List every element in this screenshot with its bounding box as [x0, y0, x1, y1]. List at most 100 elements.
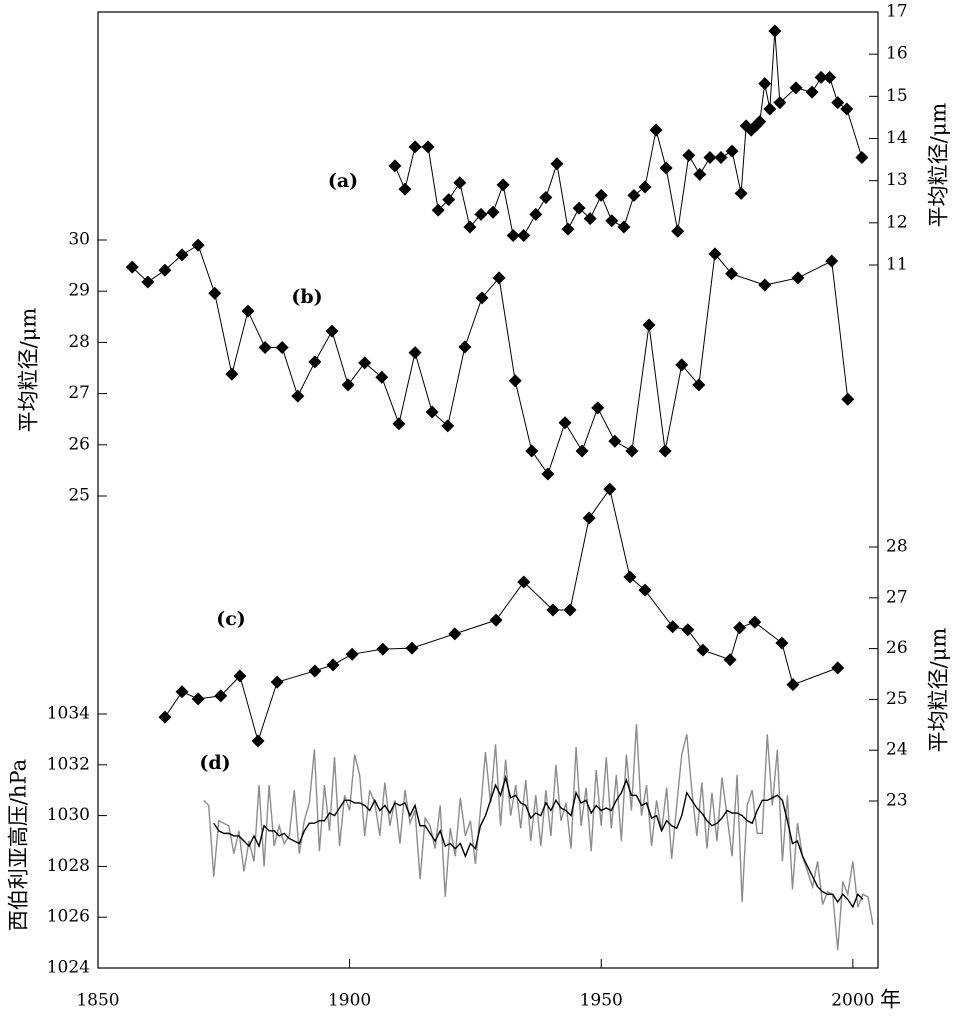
- marker: [725, 267, 739, 281]
- marker: [703, 150, 717, 164]
- y-tick-label: 26: [886, 638, 908, 658]
- marker: [425, 405, 439, 419]
- marker: [341, 378, 355, 392]
- panel-label: (c): [216, 608, 246, 630]
- marker: [214, 689, 228, 703]
- y-tick-label: 23: [886, 791, 908, 811]
- x-axis-label: 年: [880, 988, 901, 1012]
- marker: [508, 374, 522, 388]
- marker: [605, 214, 619, 228]
- marker: [421, 140, 435, 154]
- marker: [582, 511, 596, 525]
- marker: [486, 205, 500, 219]
- marker: [529, 207, 543, 221]
- marker: [831, 96, 845, 110]
- marker: [725, 144, 739, 158]
- y-tick-label: 1026: [47, 907, 90, 927]
- y-axis-label: 平均粒径/μm: [17, 308, 41, 433]
- marker: [539, 191, 553, 205]
- marker: [638, 583, 652, 597]
- marker: [575, 444, 589, 458]
- y-tick-label: 17: [886, 2, 908, 22]
- y-tick-label: 16: [886, 44, 908, 64]
- marker: [492, 271, 506, 285]
- series-line: [131, 244, 849, 476]
- marker: [723, 653, 737, 667]
- marker: [326, 658, 340, 672]
- marker: [408, 140, 422, 154]
- marker: [625, 444, 639, 458]
- marker: [572, 201, 586, 215]
- marker: [563, 603, 577, 617]
- marker: [649, 123, 663, 137]
- series-line: [203, 724, 874, 951]
- marker: [376, 642, 390, 656]
- series-line: [164, 487, 838, 743]
- y-tick-label: 12: [886, 212, 908, 232]
- marker: [696, 643, 710, 657]
- panel-label: (a): [328, 170, 358, 192]
- panel-label: (b): [291, 286, 322, 308]
- marker: [753, 115, 767, 129]
- marker: [642, 318, 656, 332]
- marker: [550, 157, 564, 171]
- y-axis-label: 西伯利亚高压/hPa: [7, 759, 31, 931]
- y-tick-label: 28: [68, 332, 90, 352]
- marker: [775, 636, 789, 650]
- marker: [546, 603, 560, 617]
- marker: [583, 212, 597, 226]
- marker: [275, 341, 289, 355]
- marker: [840, 102, 854, 116]
- marker: [175, 685, 189, 699]
- series-line: [213, 774, 864, 909]
- marker: [158, 263, 172, 277]
- y-tick-label: 1032: [47, 754, 90, 774]
- marker: [408, 346, 422, 360]
- marker: [496, 178, 510, 192]
- marker: [308, 664, 322, 678]
- marker: [768, 24, 782, 38]
- marker: [345, 647, 359, 661]
- plot-frame: [97, 11, 879, 969]
- marker: [388, 159, 402, 173]
- y-tick-label: 11: [886, 255, 908, 275]
- marker: [659, 161, 673, 175]
- marker: [623, 570, 637, 584]
- marker: [517, 575, 531, 589]
- marker: [608, 434, 622, 448]
- marker: [693, 167, 707, 181]
- y-tick-label: 28: [886, 537, 908, 557]
- marker: [442, 193, 456, 207]
- marker: [448, 627, 462, 641]
- marker: [773, 96, 787, 110]
- marker: [258, 341, 272, 355]
- marker: [638, 180, 652, 194]
- marker: [603, 482, 617, 496]
- marker: [191, 238, 205, 252]
- y-tick-label: 27: [68, 383, 90, 403]
- y-tick-label: 30: [68, 230, 90, 250]
- marker: [671, 224, 685, 238]
- marker: [241, 304, 255, 318]
- y-tick-label: 1034: [47, 704, 90, 724]
- y-tick-label: 1030: [47, 805, 90, 825]
- marker: [786, 678, 800, 692]
- marker: [431, 203, 445, 217]
- y-tick-label: 27: [886, 587, 908, 607]
- y-tick-label: 1028: [47, 856, 90, 876]
- marker: [475, 291, 489, 305]
- marker: [666, 620, 680, 634]
- marker: [681, 623, 695, 637]
- x-tick-label: 1950: [580, 991, 623, 1011]
- marker: [251, 734, 265, 748]
- y-tick-label: 15: [886, 86, 908, 106]
- marker: [758, 278, 772, 292]
- y-tick-label: 25: [886, 689, 908, 709]
- y-tick-label: 1024: [47, 958, 90, 978]
- marker: [270, 675, 284, 689]
- marker: [675, 358, 689, 372]
- marker: [733, 621, 747, 635]
- marker: [208, 286, 222, 300]
- marker: [441, 419, 455, 433]
